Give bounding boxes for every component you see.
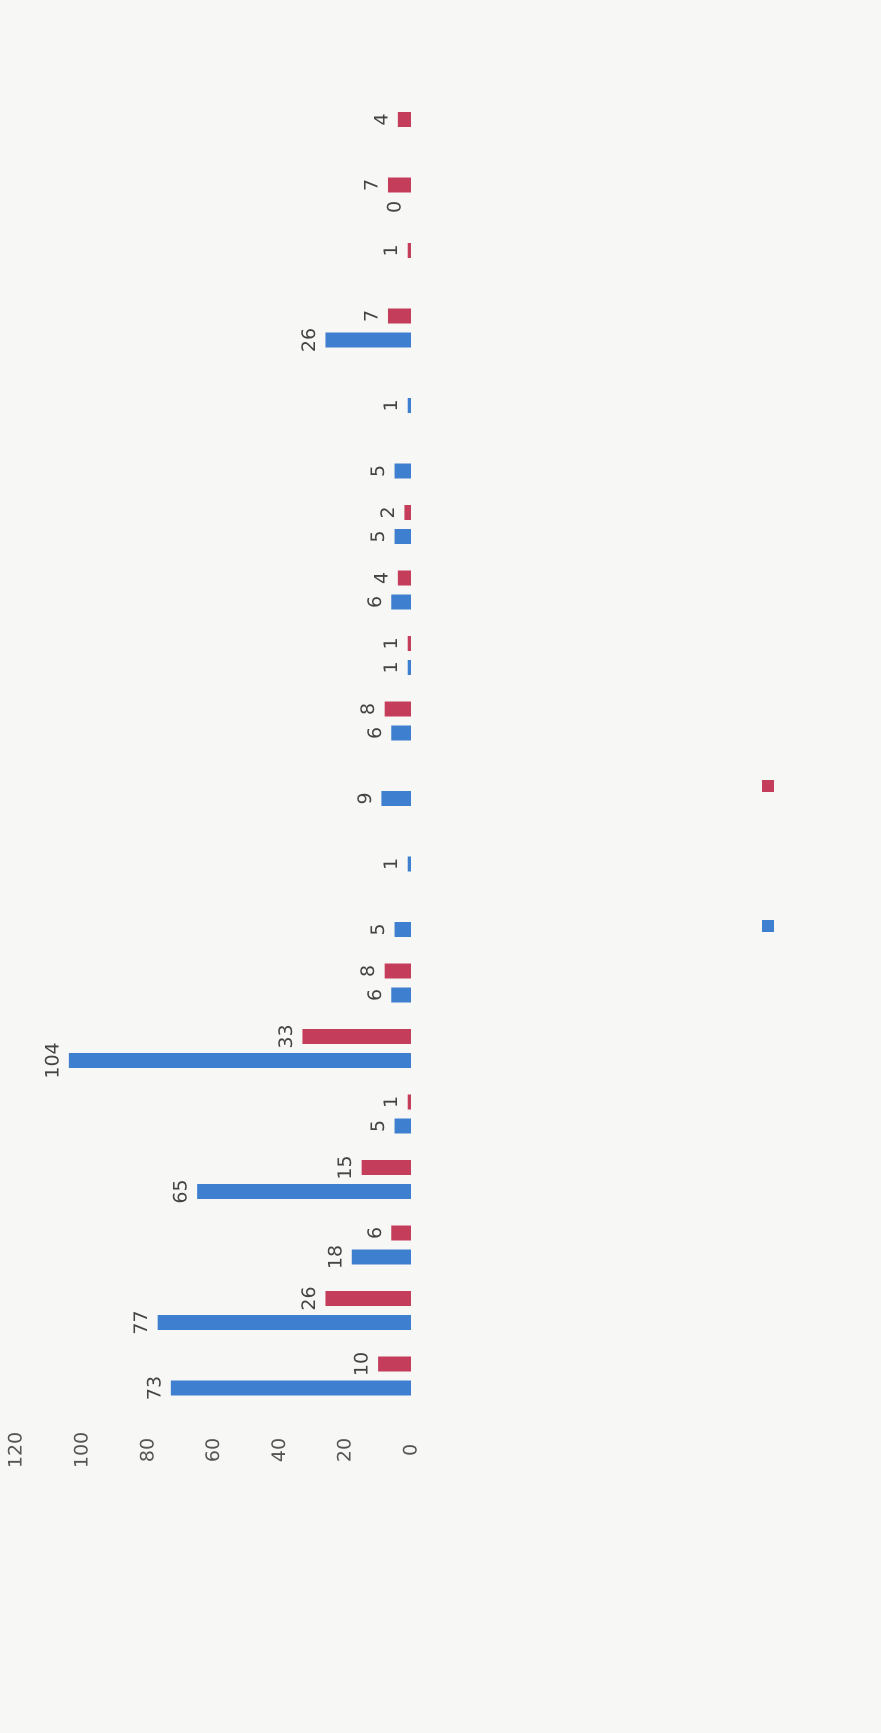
data-labels: 7377186551046519616551261026615133881427… bbox=[41, 113, 405, 1400]
data-label: 1 bbox=[380, 858, 402, 870]
bar-series-2 bbox=[407, 636, 411, 651]
bar-series-2 bbox=[407, 1094, 411, 1110]
bar-series-2 bbox=[325, 1291, 411, 1306]
bar-series-1 bbox=[407, 856, 411, 872]
axis-tick-label: 80 bbox=[136, 1438, 158, 1462]
value-axis: 0 20 40 60 80 100 120 bbox=[5, 1432, 422, 1468]
axis-tick-label: 100 bbox=[71, 1432, 93, 1468]
bar-series-1 bbox=[391, 725, 411, 741]
bar-series-1 bbox=[394, 463, 411, 479]
bar-series-2 bbox=[384, 701, 411, 717]
axis-tick-label: 20 bbox=[334, 1438, 356, 1462]
data-label: 5 bbox=[367, 465, 389, 477]
data-label: 9 bbox=[354, 792, 376, 804]
bar-series-2 bbox=[387, 177, 411, 193]
data-label: 10 bbox=[351, 1352, 373, 1376]
data-label: 1 bbox=[380, 244, 402, 256]
bar-series-2 bbox=[397, 570, 411, 586]
data-label: 6 bbox=[364, 989, 386, 1001]
data-label: 26 bbox=[298, 328, 320, 352]
bar-series-1 bbox=[381, 791, 411, 806]
data-label: 5 bbox=[367, 530, 389, 542]
data-label: 73 bbox=[143, 1376, 165, 1400]
bar-series-1 bbox=[197, 1184, 411, 1199]
legend-swatch-series-1 bbox=[762, 920, 774, 932]
bar-series-2 bbox=[361, 1160, 411, 1175]
bar-series-1 bbox=[325, 332, 411, 348]
legend bbox=[762, 780, 774, 932]
bar-series-2 bbox=[384, 963, 411, 979]
data-label: 5 bbox=[367, 923, 389, 935]
data-label: 2 bbox=[377, 506, 399, 518]
bar-series-2 bbox=[404, 505, 411, 520]
data-label: 18 bbox=[324, 1245, 346, 1269]
data-label: 77 bbox=[130, 1310, 152, 1334]
bar-series-2 bbox=[378, 1356, 411, 1372]
data-label: 5 bbox=[367, 1120, 389, 1132]
bar-series-1 bbox=[391, 594, 411, 610]
data-label: 104 bbox=[41, 1042, 63, 1078]
data-label: 7 bbox=[360, 179, 382, 191]
bars bbox=[68, 112, 411, 1396]
data-label: 1 bbox=[380, 661, 402, 673]
data-label: 1 bbox=[380, 1096, 402, 1108]
axis-tick-label: 0 bbox=[400, 1444, 422, 1456]
axis-tick-label: 60 bbox=[202, 1438, 224, 1462]
data-label: 1 bbox=[380, 399, 402, 411]
data-label: 65 bbox=[170, 1179, 192, 1203]
bar-series-1 bbox=[351, 1249, 411, 1265]
bar-series-2 bbox=[387, 308, 411, 324]
bar-series-1 bbox=[68, 1053, 411, 1068]
data-label: 15 bbox=[334, 1155, 356, 1179]
bar-series-1 bbox=[407, 660, 411, 675]
bar-series-1 bbox=[391, 987, 411, 1003]
data-label: 6 bbox=[364, 727, 386, 739]
data-label: 4 bbox=[370, 572, 392, 584]
bar-series-2 bbox=[302, 1029, 411, 1044]
bar-series-2 bbox=[391, 1225, 411, 1241]
bar-series-1 bbox=[157, 1315, 411, 1330]
bar-series-1 bbox=[394, 1118, 411, 1134]
axis-tick-label: 40 bbox=[268, 1438, 290, 1462]
bar-series-2 bbox=[407, 243, 411, 258]
data-label: 4 bbox=[370, 113, 392, 125]
data-label: 1 bbox=[380, 637, 402, 649]
data-label: 8 bbox=[357, 703, 379, 715]
bar-series-2 bbox=[397, 112, 411, 127]
axis-tick-label: 120 bbox=[5, 1432, 27, 1468]
bar-series-1 bbox=[394, 922, 411, 937]
legend-swatch-series-2 bbox=[762, 780, 774, 792]
data-label: 6 bbox=[364, 1227, 386, 1239]
data-label: 6 bbox=[364, 596, 386, 608]
data-label: 7 bbox=[360, 310, 382, 322]
data-label: 0 bbox=[384, 201, 406, 213]
data-label: 26 bbox=[298, 1286, 320, 1310]
data-label: 33 bbox=[275, 1024, 297, 1048]
bar-series-1 bbox=[394, 529, 411, 544]
data-label: 8 bbox=[357, 965, 379, 977]
bar-series-1 bbox=[407, 398, 411, 413]
bar-series-1 bbox=[170, 1380, 411, 1396]
